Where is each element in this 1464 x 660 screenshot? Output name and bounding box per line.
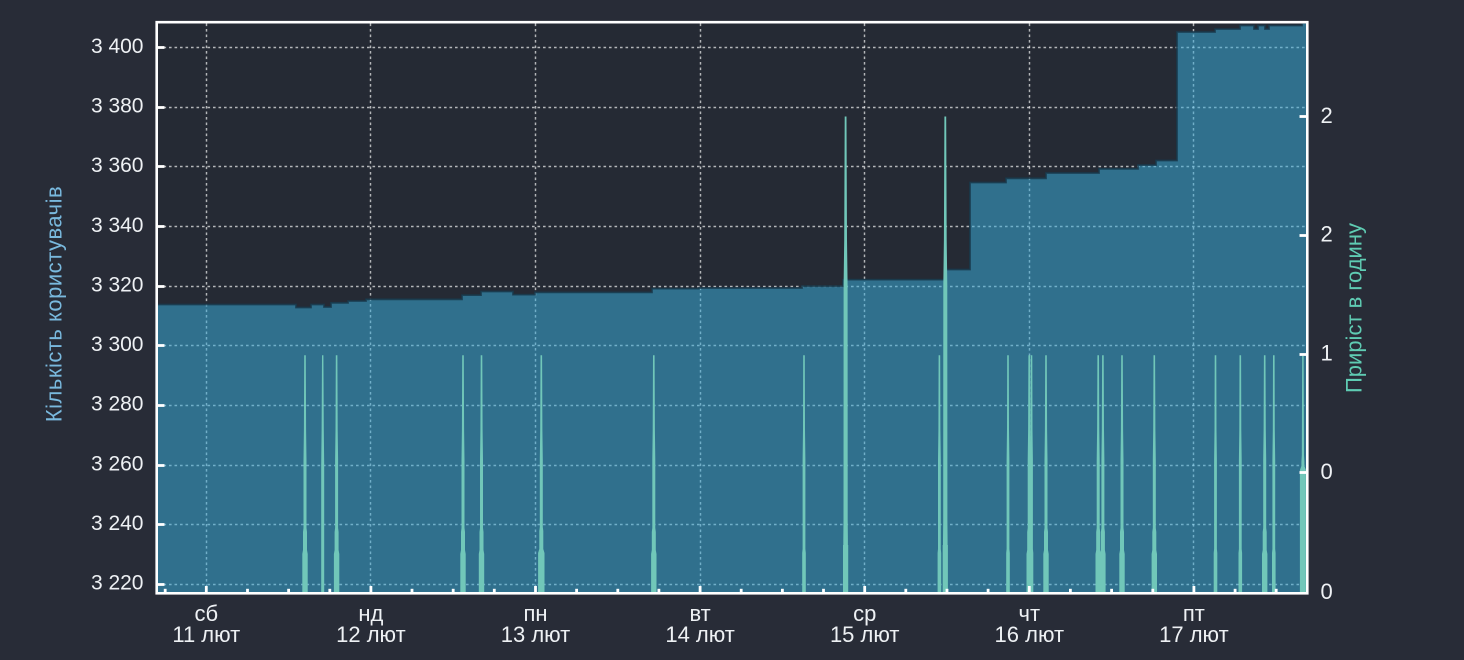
svg-text:3 280: 3 280 [91, 393, 144, 416]
svg-text:вт: вт [689, 601, 710, 626]
svg-text:0: 0 [1321, 459, 1333, 484]
svg-text:2: 2 [1321, 103, 1333, 128]
svg-text:1: 1 [1321, 340, 1333, 365]
svg-text:13 лют: 13 лют [501, 622, 571, 647]
svg-text:пт: пт [1183, 601, 1205, 626]
svg-text:Кількість користувачів: Кількість користувачів [42, 186, 67, 422]
svg-text:чт: чт [1019, 601, 1041, 626]
svg-text:3 400: 3 400 [91, 35, 144, 58]
svg-text:0: 0 [1321, 579, 1333, 604]
svg-text:3 240: 3 240 [91, 512, 144, 535]
svg-text:15 лют: 15 лют [830, 622, 900, 647]
svg-text:12 лют: 12 лют [336, 622, 406, 647]
svg-text:сб: сб [194, 601, 218, 626]
svg-text:3 360: 3 360 [91, 154, 144, 177]
svg-text:2: 2 [1321, 222, 1333, 247]
svg-text:3 380: 3 380 [91, 95, 144, 118]
svg-text:11 лют: 11 лют [172, 622, 240, 647]
svg-text:3 300: 3 300 [91, 333, 144, 356]
svg-text:16 лют: 16 лют [995, 622, 1065, 647]
svg-text:17 лют: 17 лют [1159, 622, 1229, 647]
svg-text:пн: пн [523, 601, 547, 626]
svg-text:ср: ср [853, 601, 876, 626]
svg-text:Приріст в годину: Приріст в годину [1342, 223, 1367, 393]
svg-text:3 220: 3 220 [91, 572, 144, 595]
svg-text:нд: нд [358, 601, 383, 626]
svg-text:3 340: 3 340 [91, 214, 144, 237]
svg-text:14 лют: 14 лют [665, 622, 735, 647]
svg-text:3 260: 3 260 [91, 452, 144, 475]
svg-text:3 320: 3 320 [91, 273, 144, 296]
